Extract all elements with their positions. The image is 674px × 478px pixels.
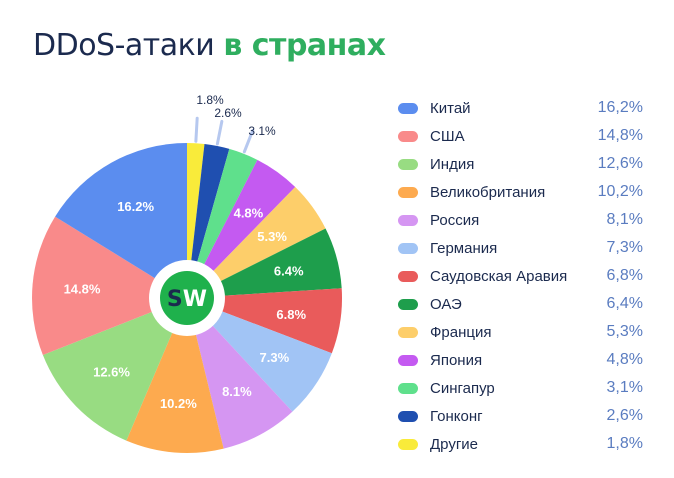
slice-label: 4.8% [234,205,264,220]
legend-label: Индия [430,155,475,173]
legend-item: США 14,8% [398,122,643,150]
legend-label: США [430,127,465,145]
slice-label: 14.8% [64,282,101,297]
pie-slice [187,159,296,298]
pie-slice [187,228,342,298]
slice-label: 2.6% [214,106,242,120]
legend-label: Саудовская Аравия [430,267,568,285]
legend-value: 14,8% [597,127,643,144]
pie-slice [55,143,187,298]
legend: Китай 16,2% США 14,8% Индия 12,6% Великобритан… [398,94,643,458]
slice-label: 6.8% [276,307,306,322]
slice-label: 12.6% [93,365,130,380]
legend-swatch [398,158,418,170]
legend-item: Индия 12,6% [398,150,643,178]
legend-swatch [398,214,418,226]
legend-value: 2,6% [606,407,643,424]
legend-item: Великобритания 10,2% [398,178,643,206]
slice-label: 5.3% [257,229,287,244]
legend-swatch [398,326,418,338]
slice-label: 16.2% [117,199,154,214]
legend-value: 1,8% [606,435,643,452]
legend-swatch [398,354,418,366]
legend-value: 16,2% [597,99,643,116]
legend-item: Сингапур 3,1% [398,374,643,402]
title-highlight: в странах [223,28,386,63]
legend-item: Гонконг 2,6% [398,402,643,430]
legend-label: Германия [430,239,498,257]
legend-swatch [398,130,418,142]
leader-line [242,128,255,154]
chart-title: DDoS-атаки в странах [33,28,386,63]
legend-item: Другие 1,8% [398,430,643,458]
pie-slice [42,298,187,441]
legend-label: Сингапур [430,379,495,397]
legend-value: 10,2% [597,183,643,200]
legend-item: Германия 7,3% [398,234,643,262]
legend-item: ОАЭ 6,4% [398,290,643,318]
legend-value: 6,4% [606,295,643,312]
logo-circle [160,271,214,325]
legend-swatch [398,270,418,282]
legend-label: Великобритания [430,183,546,201]
pie-slice [126,298,224,453]
pie-slice [187,143,230,298]
legend-item: Саудовская Аравия 6,8% [398,262,643,290]
legend-value: 6,8% [606,267,643,284]
legend-swatch [398,242,418,254]
legend-value: 4,8% [606,351,643,368]
legend-value: 8,1% [606,211,643,228]
legend-value: 7,3% [606,239,643,256]
legend-label: Другие [430,435,479,453]
legend-swatch [398,186,418,198]
pie-slice [187,298,293,449]
leader-line [215,119,224,146]
leader-line [194,116,199,143]
legend-item: Россия 8,1% [398,206,643,234]
pie-slice [187,298,332,412]
legend-swatch [398,438,418,450]
legend-item: Китай 16,2% [398,94,643,122]
legend-label: Китай [430,99,471,117]
pie-slice [187,143,205,298]
title-main: DDoS-атаки [33,28,215,63]
legend-swatch [398,382,418,394]
pie-slice [187,288,343,354]
pie-slice [187,148,258,298]
slice-label: 8.1% [222,384,252,399]
legend-label: Япония [430,351,483,369]
sw-logo: SW [167,287,207,312]
legend-label: Франция [430,323,492,341]
pie-slice [31,216,187,356]
legend-label: ОАЭ [430,295,462,313]
legend-value: 5,3% [606,323,643,340]
legend-item: Франция 5,3% [398,318,643,346]
pie-slice [187,187,326,298]
slice-label: 3.1% [248,124,276,138]
legend-label: Гонконг [430,407,483,425]
legend-swatch [398,298,418,310]
legend-label: Россия [430,211,480,229]
slice-label: 10.2% [160,396,197,411]
legend-item: Япония 4,8% [398,346,643,374]
slice-label: 7.3% [260,350,290,365]
slice-label: 1.8% [196,93,224,107]
legend-swatch [398,102,418,114]
legend-value: 12,6% [597,155,643,172]
legend-value: 3,1% [606,379,643,396]
legend-swatch [398,410,418,422]
slice-label: 6.4% [274,264,304,279]
